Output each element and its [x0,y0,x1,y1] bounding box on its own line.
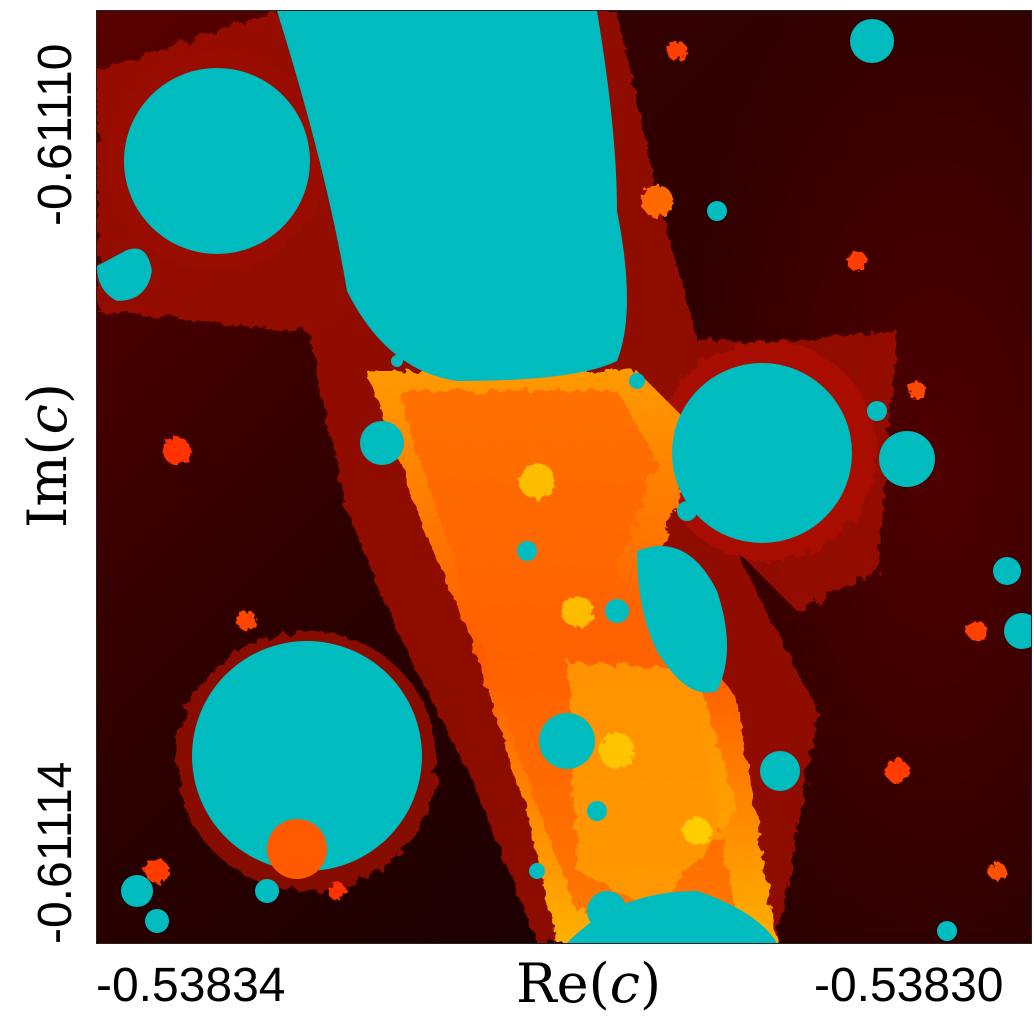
x-axis-label: Re(c) [516,952,662,1015]
right-bulb [672,363,852,543]
bottom-edge-bulb [567,891,777,943]
top-right-bulb [850,19,894,63]
small-central-bulb [539,713,595,769]
mandelbrot-zoom-image [97,11,1031,943]
bottom-left-bulb [192,641,422,871]
dendrite-sparkles [145,41,1006,900]
interior-components [97,11,1031,943]
y-tick-bottom: -0.61114 [29,761,82,944]
small-right-bulb [879,431,935,487]
y-tick-top: -0.61110 [29,43,82,226]
small-left-bulb [360,421,404,465]
left-edge-bulb [97,248,152,301]
orange-boundary-channel [367,371,777,943]
central-elongated-bulb [637,546,727,693]
orange-bulb [267,819,327,879]
fractal-plot-area [96,10,1032,944]
small-lower-right-bulb [760,751,800,791]
top-left-bulb [124,68,310,254]
top-cardioid-lobe [277,11,627,381]
x-tick-left: -0.53834 [96,959,286,1012]
x-tick-right: -0.53830 [814,959,1004,1012]
y-axis-label: Im(c) [16,383,79,528]
